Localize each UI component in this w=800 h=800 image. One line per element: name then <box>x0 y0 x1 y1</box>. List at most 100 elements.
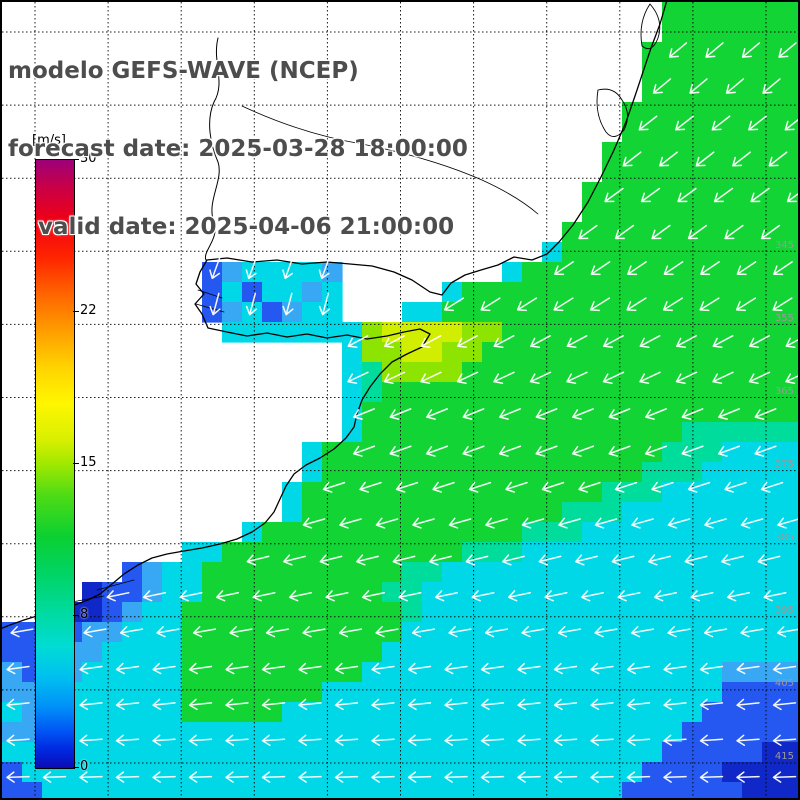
speed-cell <box>502 522 523 543</box>
speed-cell <box>562 562 583 583</box>
wave-arrow-glyph <box>757 554 781 566</box>
wave-arrow-glyph <box>480 297 501 312</box>
speed-cell <box>182 582 203 603</box>
speed-cell <box>402 302 423 323</box>
speed-cell <box>742 82 763 103</box>
wave-arrow-glyph <box>699 297 720 312</box>
speed-cell <box>562 522 583 543</box>
speed-cell <box>542 722 563 743</box>
speed-cell <box>462 662 483 683</box>
wave-arrow-glyph <box>480 698 505 711</box>
speed-cell <box>782 82 798 103</box>
speed-cell <box>482 682 503 703</box>
speed-cell <box>662 762 683 783</box>
wave-arrow <box>347 371 369 384</box>
speed-cell <box>222 562 243 583</box>
speed-cell <box>242 682 263 703</box>
speed-cell <box>302 682 323 703</box>
speed-cell <box>402 582 423 603</box>
speed-cell <box>582 202 603 223</box>
speed-cell <box>282 622 303 643</box>
speed-cell <box>742 662 763 683</box>
speed-cell <box>742 462 763 483</box>
speed-cell <box>2 702 23 723</box>
speed-cell <box>382 522 403 543</box>
speed-cell <box>722 622 743 643</box>
speed-cell <box>702 362 723 383</box>
speed-cell <box>622 122 643 143</box>
speed-cell <box>642 422 663 443</box>
speed-cell <box>522 282 543 303</box>
speed-cell <box>622 602 643 623</box>
wave-arrow-glyph <box>705 42 724 58</box>
speed-cell <box>742 562 763 583</box>
speed-cell <box>282 582 303 603</box>
speed-cell <box>742 402 763 423</box>
speed-cell <box>602 242 623 263</box>
speed-cell <box>442 502 463 523</box>
speed-cell <box>702 322 723 343</box>
speed-cell <box>242 282 263 303</box>
speed-cell <box>682 382 703 403</box>
speed-cell <box>722 202 743 223</box>
wave-arrow <box>407 698 432 711</box>
wave-arrow <box>79 734 103 747</box>
wave-arrow <box>521 517 545 529</box>
speed-cell <box>502 622 523 643</box>
wave-arrow <box>736 698 760 711</box>
speed-cell <box>762 622 783 643</box>
speed-cell <box>542 262 563 283</box>
wave-arrow <box>106 590 130 602</box>
speed-cell <box>582 762 603 783</box>
speed-cell <box>162 762 183 783</box>
wave-arrow-glyph <box>754 408 777 420</box>
wave-arrow <box>530 335 551 349</box>
speed-cell <box>462 302 483 323</box>
speed-cell <box>122 602 143 623</box>
speed-cell <box>582 222 603 243</box>
wave-arrow-glyph <box>703 626 728 638</box>
wave-arrow <box>188 662 213 675</box>
speed-cell <box>502 382 523 403</box>
speed-cell <box>402 362 423 383</box>
speed-cell <box>742 362 763 383</box>
speed-cell <box>502 502 523 523</box>
speed-cell <box>482 322 503 343</box>
speed-cell <box>662 462 683 483</box>
wave-arrow-glyph <box>594 626 618 638</box>
wave-arrow-glyph <box>676 335 697 349</box>
speed-cell <box>362 642 383 663</box>
speed-cell <box>82 642 103 663</box>
speed-cell <box>242 742 263 763</box>
wave-arrow-glyph <box>152 771 176 783</box>
speed-cell <box>382 402 403 423</box>
speed-cell <box>702 522 723 543</box>
wave-arrow <box>261 662 286 675</box>
speed-cell <box>482 642 503 663</box>
speed-cell <box>382 382 403 403</box>
wave-arrow <box>604 187 624 203</box>
wave-arrow <box>589 297 611 312</box>
speed-cell <box>422 462 443 483</box>
wave-arrow-glyph <box>530 335 551 349</box>
speed-cell <box>342 662 363 683</box>
speed-cell <box>602 782 623 798</box>
speed-cell <box>642 242 663 263</box>
wave-arrow-glyph <box>83 626 107 638</box>
speed-cell <box>562 742 583 763</box>
wave-arrow <box>338 626 363 638</box>
speed-cell <box>482 542 503 563</box>
wave-arrow <box>772 771 797 783</box>
wave-arrow <box>261 771 286 783</box>
speed-cell <box>742 722 763 743</box>
speed-cell <box>642 142 663 163</box>
wave-arrow-glyph <box>667 517 691 529</box>
speed-cell <box>302 782 323 798</box>
speed-cell <box>742 782 763 798</box>
wave-arrow-glyph <box>245 292 258 316</box>
speed-cell <box>522 442 543 463</box>
wave-arrow <box>553 771 578 783</box>
speed-cell <box>782 142 798 163</box>
speed-cell <box>522 782 543 798</box>
speed-cell <box>602 582 623 603</box>
